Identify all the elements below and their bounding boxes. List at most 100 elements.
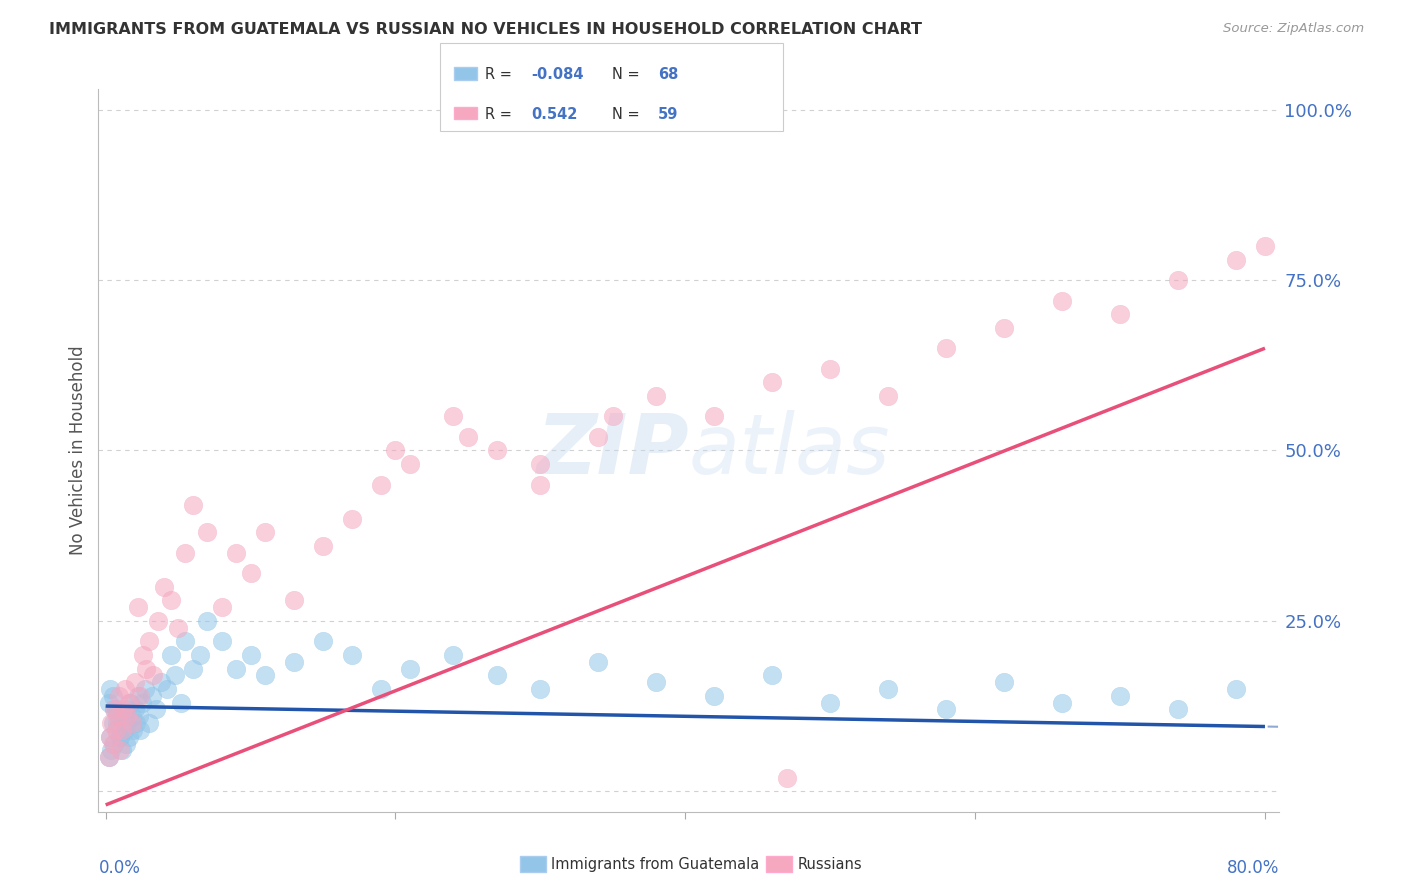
- Point: [384, 443, 406, 458]
- Text: N =: N =: [612, 67, 644, 82]
- Point: [146, 614, 169, 628]
- Text: 59: 59: [658, 106, 678, 121]
- Point: [529, 477, 551, 491]
- Point: [125, 716, 148, 731]
- Point: [101, 716, 124, 731]
- Point: [104, 702, 127, 716]
- Point: [283, 593, 305, 607]
- Point: [107, 689, 129, 703]
- Point: [1167, 273, 1189, 287]
- Point: [1050, 696, 1073, 710]
- Point: [138, 634, 160, 648]
- Point: [239, 648, 262, 662]
- Point: [211, 634, 233, 648]
- Point: [105, 723, 128, 737]
- Point: [195, 525, 218, 540]
- Point: [602, 409, 624, 424]
- Point: [110, 743, 132, 757]
- Point: [103, 702, 125, 716]
- Point: [588, 430, 610, 444]
- Text: ZIP: ZIP: [536, 410, 689, 491]
- Point: [101, 689, 124, 703]
- Point: [101, 737, 124, 751]
- Point: [1109, 689, 1132, 703]
- Point: [254, 668, 277, 682]
- Point: [457, 430, 479, 444]
- Point: [529, 681, 551, 696]
- Point: [935, 341, 957, 355]
- Text: 68: 68: [658, 67, 678, 82]
- Point: [142, 668, 165, 682]
- Point: [97, 750, 120, 764]
- Point: [132, 648, 155, 662]
- Text: -0.084: -0.084: [531, 67, 583, 82]
- Point: [138, 716, 160, 731]
- Point: [239, 566, 262, 581]
- Point: [761, 376, 783, 390]
- Point: [443, 648, 465, 662]
- Point: [703, 689, 725, 703]
- Text: 0.0%: 0.0%: [98, 859, 141, 877]
- Point: [112, 702, 135, 716]
- Point: [114, 723, 136, 737]
- Point: [124, 702, 146, 716]
- Point: [340, 648, 363, 662]
- Point: [181, 498, 204, 512]
- Point: [312, 634, 335, 648]
- Point: [160, 648, 183, 662]
- Point: [134, 681, 156, 696]
- Point: [877, 389, 900, 403]
- Point: [100, 716, 122, 731]
- Point: [127, 600, 149, 615]
- Point: [1167, 702, 1189, 716]
- Point: [588, 655, 610, 669]
- Text: Source: ZipAtlas.com: Source: ZipAtlas.com: [1223, 22, 1364, 36]
- Point: [195, 614, 218, 628]
- Point: [115, 737, 138, 751]
- Point: [188, 648, 211, 662]
- Point: [160, 593, 183, 607]
- Point: [108, 730, 131, 744]
- Point: [993, 675, 1015, 690]
- Point: [254, 525, 277, 540]
- Point: [370, 477, 392, 491]
- Point: [117, 716, 139, 731]
- Point: [935, 702, 957, 716]
- Point: [121, 716, 143, 731]
- Point: [174, 634, 197, 648]
- Point: [993, 320, 1015, 334]
- Point: [129, 689, 152, 703]
- Point: [370, 681, 392, 696]
- Point: [399, 457, 422, 471]
- Point: [340, 511, 363, 525]
- Text: N =: N =: [612, 106, 644, 121]
- Point: [225, 662, 247, 676]
- Text: Russians: Russians: [797, 857, 862, 871]
- Point: [181, 662, 204, 676]
- Point: [117, 702, 139, 716]
- Text: 80.0%: 80.0%: [1227, 859, 1279, 877]
- Point: [112, 709, 135, 723]
- Y-axis label: No Vehicles in Household: No Vehicles in Household: [69, 345, 87, 556]
- Point: [141, 689, 163, 703]
- Point: [645, 389, 668, 403]
- Point: [645, 675, 668, 690]
- Text: R =: R =: [485, 106, 516, 121]
- Point: [877, 681, 900, 696]
- Point: [152, 580, 174, 594]
- Point: [98, 730, 121, 744]
- Point: [110, 723, 132, 737]
- Point: [100, 743, 122, 757]
- Point: [122, 723, 145, 737]
- Point: [108, 743, 131, 757]
- Point: [108, 730, 131, 744]
- Point: [1225, 252, 1247, 267]
- Point: [124, 675, 146, 690]
- Point: [129, 723, 152, 737]
- Point: [105, 709, 128, 723]
- Point: [127, 689, 149, 703]
- Point: [117, 709, 139, 723]
- Point: [443, 409, 465, 424]
- Point: [145, 702, 167, 716]
- Point: [118, 730, 141, 744]
